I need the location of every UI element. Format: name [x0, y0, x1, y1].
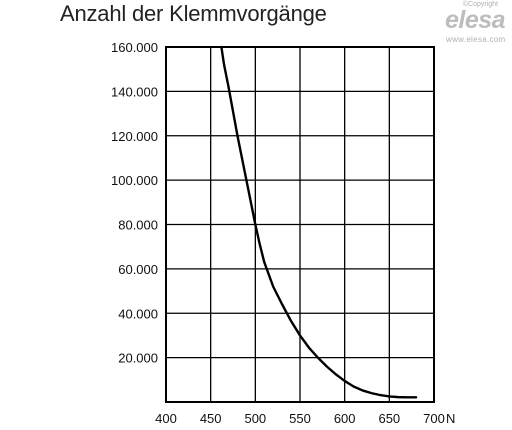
- series-line: [220, 45, 418, 399]
- elesa-logo: ©Copyright elesa www.elesa.com: [438, 0, 510, 48]
- chart-title: Anzahl der Klemmvorgänge: [60, 1, 327, 26]
- y-tick-label: 160.000: [111, 40, 158, 55]
- y-axis-ticks: 20.000 40.000 60.000 80.000 100.000 120.000 14…: [111, 40, 158, 366]
- y-tick-label: 120.000: [111, 129, 158, 144]
- x-tick-label: 450: [200, 411, 222, 426]
- x-tick-label: 650: [378, 411, 400, 426]
- x-axis-ticks: 400 450 500 550 600 650 700: [155, 411, 445, 426]
- y-tick-label: 140.000: [111, 84, 158, 99]
- x-tick-label: 400: [155, 411, 177, 426]
- x-tick-label: 500: [244, 411, 266, 426]
- y-tick-label: 20.000: [118, 351, 158, 366]
- chart-grid: [166, 47, 434, 402]
- x-tick-label: 550: [289, 411, 311, 426]
- y-tick-label: 100.000: [111, 173, 158, 188]
- brand-name: elesa: [445, 6, 506, 34]
- website-text: www.elesa.com: [446, 35, 506, 44]
- x-tick-label: 600: [334, 411, 356, 426]
- y-tick-label: 40.000: [118, 306, 158, 321]
- copyright-text: ©Copyright: [462, 1, 498, 8]
- plot-frame: [165, 46, 435, 403]
- y-tick-label: 60.000: [118, 262, 158, 277]
- x-tick-label: 700: [423, 411, 445, 426]
- x-axis-unit: N: [446, 411, 455, 426]
- y-tick-label: 80.000: [118, 218, 158, 233]
